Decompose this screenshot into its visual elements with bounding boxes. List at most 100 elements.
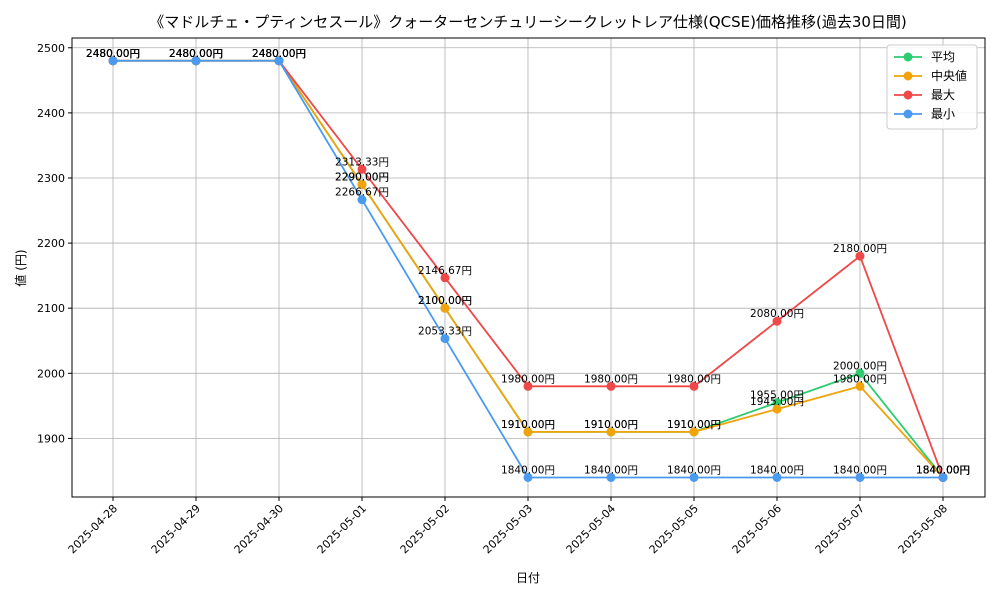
data-label: 1840.00円 — [916, 464, 970, 476]
y-tick-label: 2500 — [37, 42, 65, 55]
data-point — [274, 56, 284, 66]
data-label: 1910.00円 — [584, 419, 638, 431]
legend-marker — [903, 90, 913, 100]
data-label: 2080.00円 — [750, 308, 804, 320]
legend-marker — [903, 71, 913, 81]
data-label: 1955.00円 — [750, 390, 804, 402]
x-tick-label: 2025-04-30 — [232, 502, 286, 556]
x-tick-label: 2025-05-05 — [647, 502, 701, 556]
y-tick-label: 2300 — [37, 172, 65, 185]
data-label: 1910.00円 — [667, 419, 721, 431]
data-point — [689, 472, 699, 482]
data-point — [772, 398, 782, 408]
data-label: 2100.00円 — [418, 295, 472, 307]
data-label: 2480.00円 — [86, 48, 140, 60]
data-point — [523, 381, 533, 391]
legend-box — [886, 44, 978, 130]
data-point — [855, 472, 865, 482]
data-label: 1840.00円 — [916, 464, 970, 476]
data-label: 1910.00円 — [584, 419, 638, 431]
data-label: 2266.67円 — [335, 187, 389, 199]
data-label: 1980.00円 — [833, 373, 887, 385]
data-point — [606, 381, 616, 391]
data-point — [440, 303, 450, 313]
data-label: 1840.00円 — [584, 464, 638, 476]
data-point — [191, 56, 201, 66]
chart-title: 《マドルチェ・プティンセスール》クォーターセンチュリーシークレットレア仕様(QC… — [149, 13, 907, 31]
data-point — [855, 368, 865, 378]
data-label: 1840.00円 — [916, 464, 970, 476]
data-point — [357, 179, 367, 189]
y-tick-label: 2400 — [37, 107, 65, 120]
legend-item: 平均 — [894, 50, 955, 64]
legend-item: 最小 — [894, 107, 955, 121]
data-point — [772, 316, 782, 326]
data-label: 2480.00円 — [169, 48, 223, 60]
legend-item: 最大 — [894, 88, 955, 102]
y-tick-label: 2200 — [37, 237, 65, 250]
data-point — [357, 164, 367, 174]
data-label: 2480.00円 — [86, 48, 140, 60]
x-tick-label: 2025-05-06 — [730, 502, 784, 556]
data-label: 2480.00円 — [169, 48, 223, 60]
data-label: 2100.00円 — [418, 295, 472, 307]
data-label: 2313.33円 — [335, 156, 389, 168]
legend-marker — [903, 109, 913, 119]
legend-marker — [903, 52, 913, 62]
data-point — [440, 334, 450, 344]
y-tick-label: 1900 — [37, 432, 65, 445]
data-label: 1840.00円 — [916, 464, 970, 476]
legend-label: 中央値 — [931, 68, 967, 83]
data-point — [689, 381, 699, 391]
data-point — [440, 273, 450, 283]
data-label: 1840.00円 — [667, 464, 721, 476]
data-label: 2000.00円 — [833, 360, 887, 372]
data-point — [938, 472, 948, 482]
data-label: 2480.00円 — [252, 48, 306, 60]
legend-label: 平均 — [931, 50, 955, 64]
data-label: 2146.67円 — [418, 265, 472, 277]
x-tick-label: 2025-05-01 — [315, 502, 369, 556]
data-label: 1980.00円 — [584, 373, 638, 385]
data-label: 2480.00円 — [252, 48, 306, 60]
data-point — [689, 427, 699, 437]
data-point — [606, 427, 616, 437]
data-point — [108, 56, 118, 66]
data-point — [772, 404, 782, 414]
data-labels: 2480.00円 2480.00円 2480.00円 2290.00円 2100.00円… — [86, 48, 970, 477]
data-label: 1945.00円 — [750, 396, 804, 408]
x-tick-label: 2025-05-02 — [398, 502, 452, 556]
x-tick-label: 2025-05-03 — [481, 502, 535, 556]
data-label: 1980.00円 — [667, 373, 721, 385]
legend-label: 最小 — [931, 107, 955, 121]
series-group — [108, 56, 948, 482]
x-tick-label: 2025-05-08 — [896, 502, 950, 556]
data-label: 1840.00円 — [501, 464, 555, 476]
data-label: 2480.00円 — [252, 48, 306, 60]
data-label: 1910.00円 — [667, 419, 721, 431]
data-label: 1980.00円 — [501, 373, 555, 385]
x-tick-label: 2025-05-07 — [813, 502, 867, 556]
x-tick-label: 2025-04-28 — [66, 502, 120, 556]
data-label: 1840.00円 — [833, 464, 887, 476]
data-label: 2480.00円 — [86, 48, 140, 60]
y-tick-label: 2000 — [37, 367, 65, 380]
data-label: 2480.00円 — [252, 48, 306, 60]
data-label: 2480.00円 — [169, 48, 223, 60]
data-point — [357, 195, 367, 205]
x-axis: 2025-04-28 2025-04-29 2025-04-30 2025-05-01… — [66, 497, 950, 556]
data-label: 1910.00円 — [501, 419, 555, 431]
data-label: 2053.33円 — [418, 326, 472, 338]
data-label: 2290.00円 — [335, 171, 389, 183]
data-label: 1840.00円 — [750, 464, 804, 476]
x-axis-label: 日付 — [516, 571, 540, 585]
y-axis: 1900 2000 2100 2200 2300 2400 2500 — [37, 42, 72, 445]
data-point — [523, 427, 533, 437]
series-3 — [108, 56, 948, 482]
data-label: 2480.00円 — [169, 48, 223, 60]
data-label: 1910.00円 — [501, 419, 555, 431]
legend-label: 最大 — [931, 88, 955, 102]
y-axis-label: 値 (円) — [13, 249, 28, 286]
